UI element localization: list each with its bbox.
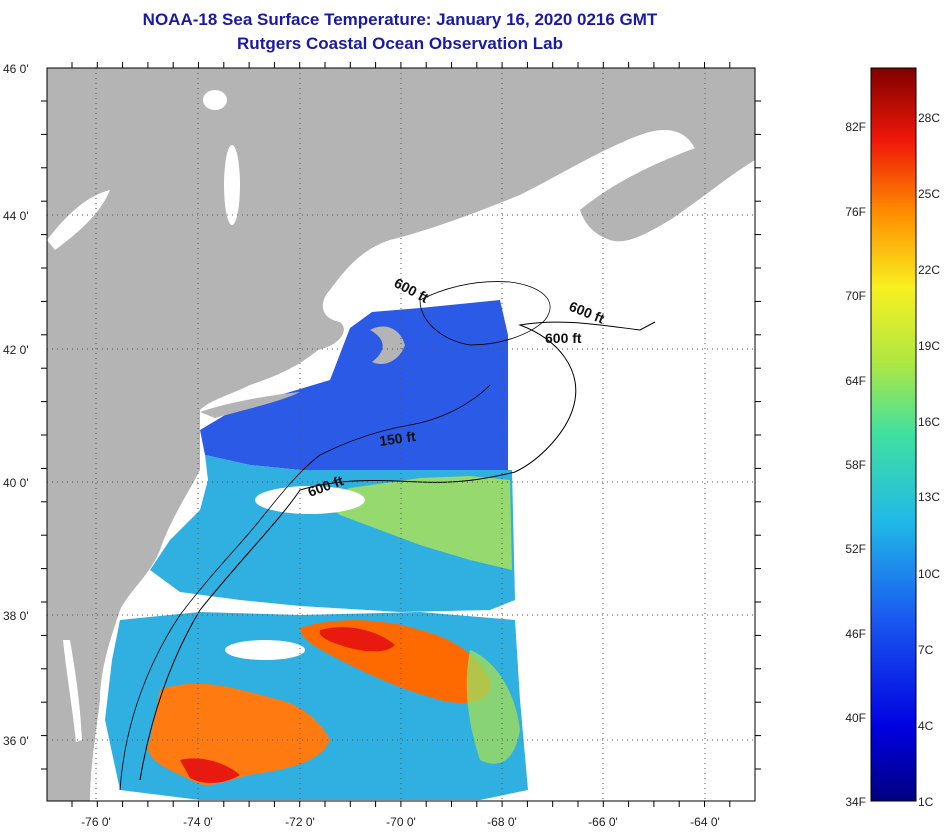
lake-ontario (47, 190, 110, 250)
sst-hot-core-south (180, 758, 240, 784)
colorbar-f-label: 70F (845, 289, 866, 303)
sst-swath-mid (320, 476, 512, 570)
contour-label: 600 ft (545, 330, 582, 346)
land-long-island (200, 392, 300, 418)
lon-tick-label: -76 0' (81, 815, 111, 829)
lat-tick-label: 44 0' (3, 209, 29, 223)
colorbar-c-label: 22C (918, 263, 940, 277)
sst-map: 600 ft 600 ft 600 ft 150 ft 600 ft 46 0'… (3, 62, 761, 829)
lon-tick-label: -74 0' (183, 815, 213, 829)
lat-tick-label: 38 0' (3, 609, 29, 623)
lon-tick-label: -68 0' (487, 815, 517, 829)
contour-150ft (119, 384, 491, 791)
colorbar-f-label: 82F (845, 120, 866, 134)
colorbar-f-label: 76F (845, 205, 866, 219)
colorbar-c-label: 1C (918, 795, 934, 809)
lon-tick-label: -64 0' (690, 815, 720, 829)
sst-swath-cold (200, 300, 508, 480)
map-subtitle: Rutgers Coastal Ocean Observation Lab (237, 34, 563, 53)
colorbar-c-label: 10C (918, 567, 940, 581)
land-mass (47, 68, 755, 801)
colorbar-c-label: 28C (918, 111, 940, 125)
contour-label: 150 ft (378, 428, 417, 449)
chesapeake-bay (63, 640, 82, 742)
lat-tick-label: 36 0' (3, 734, 29, 748)
land-cape-cod (370, 326, 405, 365)
colorbar: 82F 76F 70F 64F 58F 52F 46F 40F 34F 28C … (845, 67, 940, 809)
colorbar-f-label: 46F (845, 627, 866, 641)
map-title: NOAA-18 Sea Surface Temperature: January… (142, 10, 658, 29)
sst-green-band (466, 650, 520, 764)
colorbar-c-label: 13C (918, 490, 940, 504)
lon-tick-label: -70 0' (386, 815, 416, 829)
colorbar-c-label: 19C (918, 339, 940, 353)
lat-tick-label: 42 0' (3, 343, 29, 357)
cloud-gap (225, 640, 305, 660)
axis-ticks (41, 62, 761, 807)
lat-tick-label: 46 0' (3, 62, 29, 76)
lake (203, 90, 227, 110)
contour-gulf-of-maine (419, 281, 551, 346)
colorbar-f-label: 64F (845, 374, 866, 388)
lat-tick-label: 40 0' (3, 476, 29, 490)
colorbar-c-label: 4C (918, 719, 934, 733)
contour-600ft (139, 321, 656, 781)
sst-hot-core (319, 627, 395, 652)
colorbar-f-label: 58F (845, 458, 866, 472)
colorbar-f-label: 40F (845, 711, 866, 725)
lon-tick-label: -72 0' (285, 815, 315, 829)
colorbar-c-label: 16C (918, 415, 940, 429)
colorbar-c-label: 25C (918, 187, 940, 201)
colorbar-f-label: 34F (845, 795, 866, 809)
colorbar-c-label: 7C (918, 643, 934, 657)
graticule (47, 68, 755, 801)
lon-tick-label: -66 0' (588, 815, 618, 829)
colorbar-gradient (870, 67, 917, 802)
land-nova-scotia (580, 120, 755, 242)
colorbar-f-label: 52F (845, 542, 866, 556)
lake (224, 145, 240, 225)
